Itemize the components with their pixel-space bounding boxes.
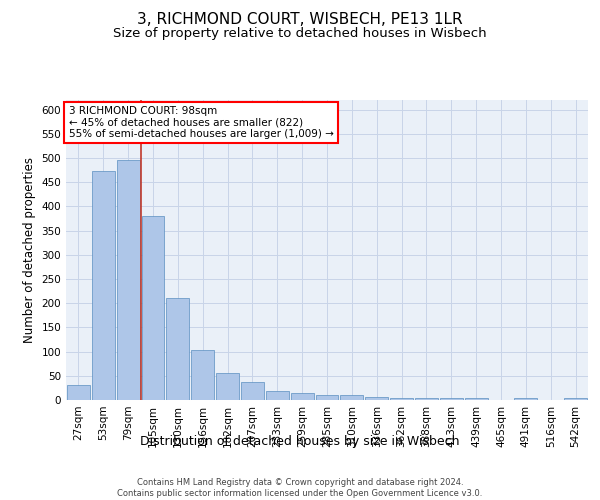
Text: 3, RICHMOND COURT, WISBECH, PE13 1LR: 3, RICHMOND COURT, WISBECH, PE13 1LR — [137, 12, 463, 28]
Bar — [465, 398, 488, 400]
Bar — [191, 350, 214, 400]
Bar — [241, 382, 264, 400]
Bar — [291, 393, 314, 400]
Text: Distribution of detached houses by size in Wisbech: Distribution of detached houses by size … — [140, 435, 460, 448]
Bar — [390, 398, 413, 400]
Bar — [514, 398, 537, 400]
Bar — [564, 398, 587, 400]
Bar — [67, 386, 90, 400]
Bar — [316, 394, 338, 400]
Text: 3 RICHMOND COURT: 98sqm
← 45% of detached houses are smaller (822)
55% of semi-d: 3 RICHMOND COURT: 98sqm ← 45% of detache… — [68, 106, 334, 139]
Bar — [92, 171, 115, 400]
Bar — [266, 391, 289, 400]
Text: Size of property relative to detached houses in Wisbech: Size of property relative to detached ho… — [113, 28, 487, 40]
Bar — [142, 216, 164, 400]
Bar — [365, 397, 388, 400]
Bar — [440, 398, 463, 400]
Text: Contains HM Land Registry data © Crown copyright and database right 2024.
Contai: Contains HM Land Registry data © Crown c… — [118, 478, 482, 498]
Bar — [415, 398, 438, 400]
Bar — [166, 298, 189, 400]
Bar — [117, 160, 140, 400]
Bar — [216, 374, 239, 400]
Bar — [340, 395, 363, 400]
Y-axis label: Number of detached properties: Number of detached properties — [23, 157, 36, 343]
